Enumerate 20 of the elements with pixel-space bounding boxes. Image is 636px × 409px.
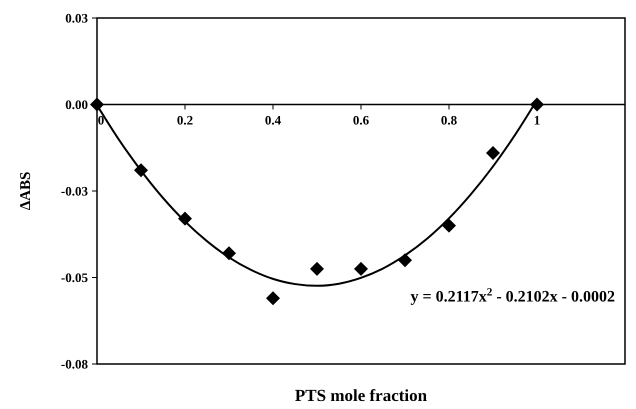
y-tick-label: 0.00 <box>65 97 88 112</box>
x-tick-label: 0.2 <box>176 112 194 128</box>
x-tick-label: 0.6 <box>352 112 370 128</box>
point <box>354 262 368 276</box>
y-tick-label: -0.08 <box>60 356 88 372</box>
y-tick-label: 0.03 <box>65 10 88 26</box>
point <box>442 218 456 233</box>
y-tick-label: -0.03 <box>60 184 88 199</box>
point <box>486 146 500 160</box>
x-tick-label: 1 <box>534 112 540 128</box>
x-axis-title: PTS mole fraction <box>294 386 428 405</box>
y-tick-label: -0.05 <box>60 270 88 286</box>
point <box>310 262 324 276</box>
point <box>90 98 104 112</box>
y-axis-title: ΔABS <box>18 172 34 210</box>
x-tick-label: 0.8 <box>440 112 458 128</box>
x-tick-label: 0 <box>98 112 104 128</box>
annotation: y = 0.2117x$^{2}$ - 0.2102x - 0.0002 <box>410 286 615 306</box>
point <box>266 291 280 306</box>
x-tick-label: 0.4 <box>264 112 282 128</box>
